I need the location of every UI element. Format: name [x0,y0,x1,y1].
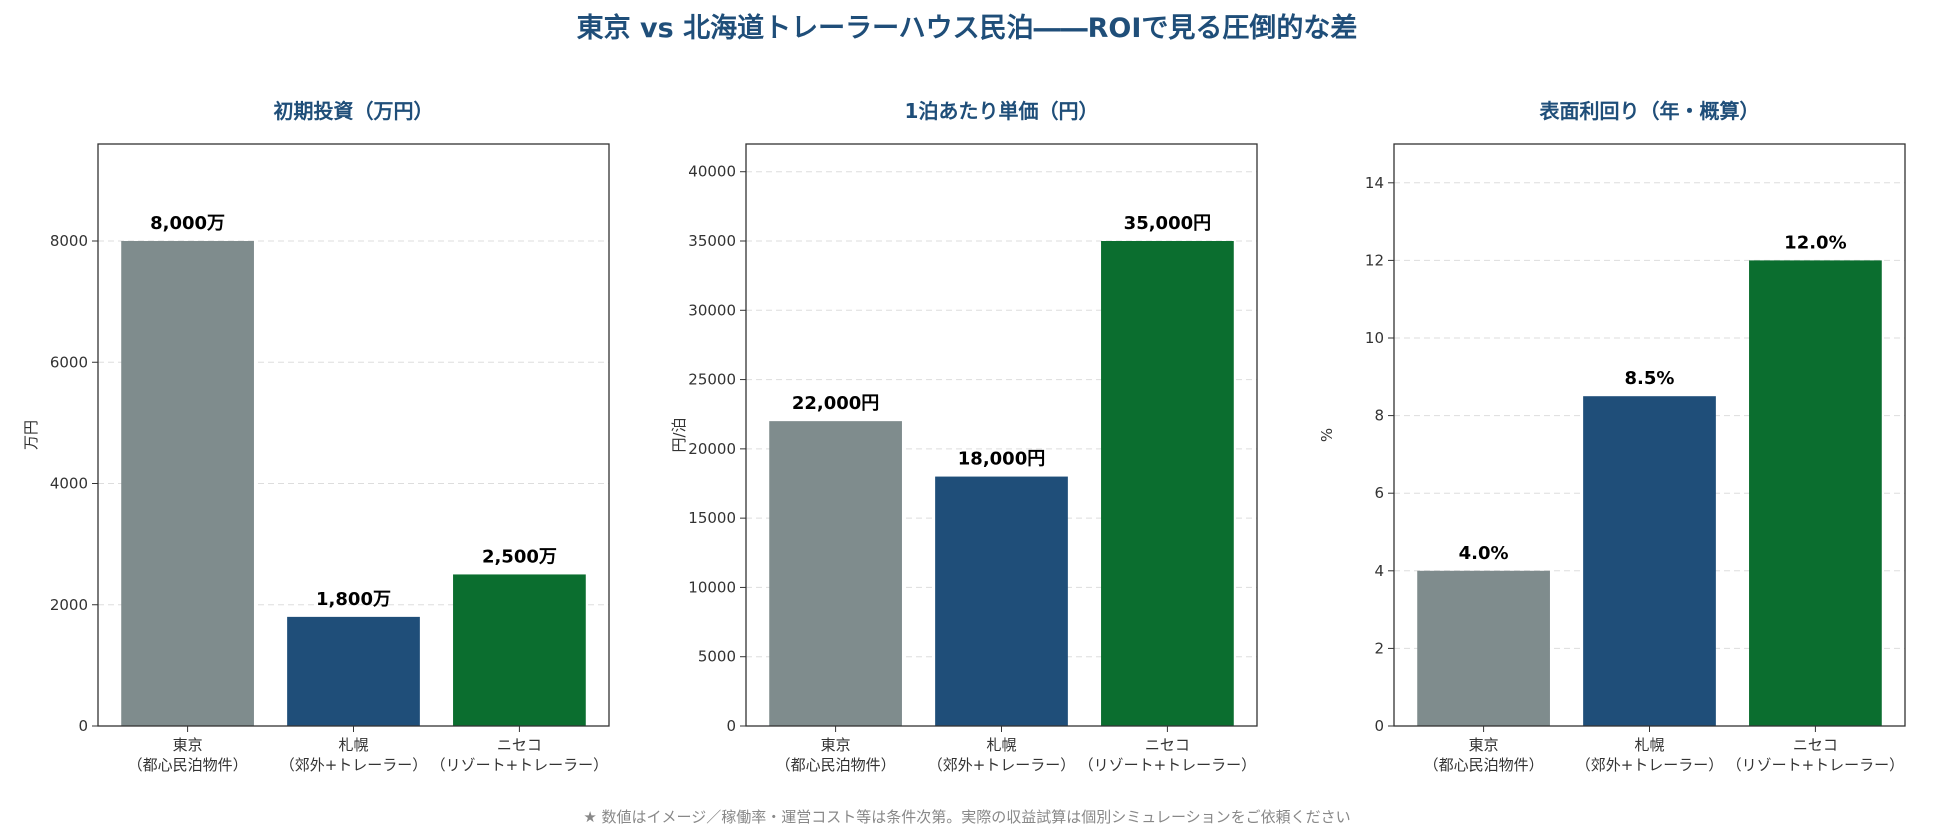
y-tick-label: 4000 [50,475,88,493]
y-tick-label: 14 [1365,174,1384,192]
bar [1583,396,1716,726]
x-tick-label: 札幌 [986,736,1016,754]
x-tick-label: 札幌 [338,736,368,754]
axes-frame [97,143,610,727]
data-label: 12.0% [1784,232,1846,253]
y-tick-label: 10 [1365,329,1384,347]
x-tick-label: （郊外+トレーラー） [928,756,1076,774]
bar [453,574,586,726]
figure-title: 東京 vs 北海道トレーラーハウス民泊――ROIで見る圧倒的な差 [577,12,1358,44]
data-label: 35,000円 [1124,213,1211,234]
x-tick-label: ニセコ [497,736,542,754]
y-tick-label: 0 [1374,717,1384,735]
subplot-title: 1泊あたり単価（円） [905,99,1099,123]
data-label: 8,000万 [150,213,225,234]
y-tick-label: 20000 [688,440,736,458]
x-tick-label: ニセコ [1793,736,1838,754]
data-label: 4.0% [1459,543,1509,564]
x-tick-label: 東京 [821,736,851,754]
bar [935,476,1068,726]
y-axis-label: 万円 [22,420,40,450]
y-tick-label: 0 [78,717,88,735]
x-tick-label: （都心民泊物件） [128,756,248,774]
y-tick-label: 30000 [688,301,736,319]
y-tick-label: 35000 [688,232,736,250]
data-label: 8.5% [1625,368,1675,389]
y-tick-label: 0 [726,717,736,735]
y-tick-label: 6000 [50,353,88,371]
y-tick-label: 6 [1374,484,1384,502]
axes-frame [745,143,1258,727]
x-tick-label: （リゾート+トレーラー） [431,756,609,774]
y-tick-label: 8 [1374,407,1384,425]
x-tick-label: （リゾート+トレーラー） [1727,756,1905,774]
subplot-title: 表面利回り（年・概算） [1540,99,1760,123]
y-tick-label: 5000 [698,648,736,666]
axes-frame [1393,143,1906,727]
subplot-title: 初期投資（万円） [274,99,434,123]
y-tick-label: 25000 [688,371,736,389]
y-tick-label: 2 [1374,639,1384,657]
x-tick-label: （リゾート+トレーラー） [1079,756,1257,774]
x-tick-label: （郊外+トレーラー） [280,756,428,774]
data-label: 2,500万 [482,546,557,567]
y-tick-label: 2000 [50,596,88,614]
chart-panel: 表面利回り（年・概算） 0 2 4 6 8 10 12 14% 4.0% 東京 （都心民泊物件） 8.5… [1318,99,1906,774]
y-axis-label: % [1318,428,1336,442]
x-tick-label: 札幌 [1634,736,1664,754]
y-tick-label: 10000 [688,578,736,596]
bar [121,241,254,726]
y-tick-label: 40000 [688,163,736,181]
data-label: 22,000円 [792,393,879,414]
bar [287,616,420,726]
footnote: ★ 数値はイメージ／稼働率・運営コスト等は条件次第。実際の収益試算は個別シミュレ… [583,808,1350,826]
x-tick-label: （郊外+トレーラー） [1576,756,1724,774]
bar [1749,260,1882,726]
y-tick-label: 12 [1365,251,1384,269]
data-label: 18,000円 [958,449,1045,470]
x-tick-label: 東京 [1469,736,1499,754]
y-tick-label: 8000 [50,232,88,250]
bar [1417,570,1550,726]
x-tick-label: ニセコ [1145,736,1190,754]
bar [769,421,902,726]
y-tick-label: 15000 [688,509,736,527]
x-tick-label: 東京 [173,736,203,754]
y-tick-label: 4 [1374,562,1384,580]
x-tick-label: （都心民泊物件） [776,756,896,774]
bar [1101,241,1234,726]
chart-panel: 1泊あたり単価（円） 0 5000 10000 15000 20000 25000 30000… [670,99,1258,774]
x-tick-label: （都心民泊物件） [1424,756,1544,774]
data-label: 1,800万 [316,589,391,610]
y-axis-label: 円/泊 [670,417,688,452]
